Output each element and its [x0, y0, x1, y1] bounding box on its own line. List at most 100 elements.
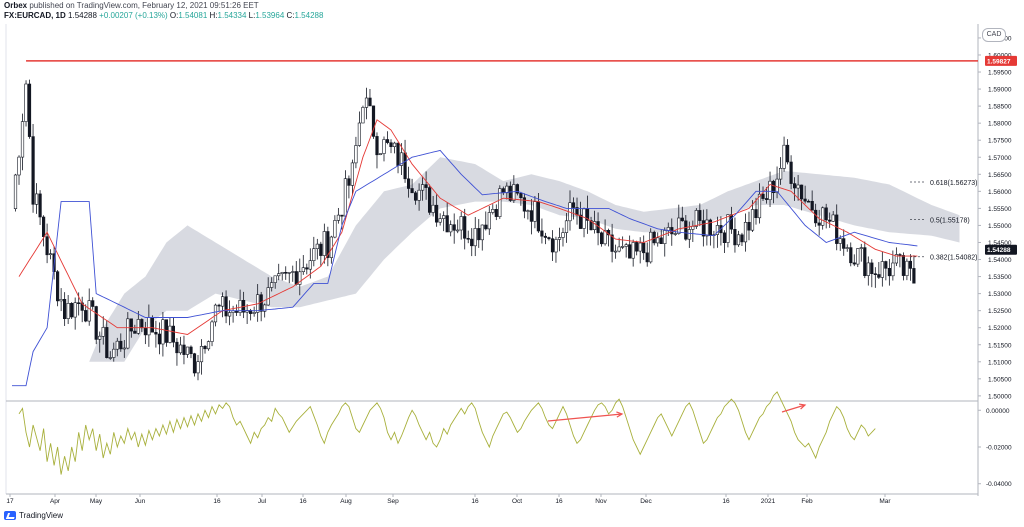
candle-body: [515, 184, 519, 194]
candle-body: [898, 254, 902, 256]
candle-body: [540, 230, 544, 237]
candle-body: [210, 321, 214, 342]
tenkan-line: [18, 119, 918, 335]
candle-body: [77, 302, 81, 305]
symbol-label[interactable]: FX:EURCAD, 1D: [4, 11, 66, 20]
candle-body: [729, 214, 733, 230]
candle-body: [59, 298, 63, 302]
osc-tick-label: -0.02000: [986, 445, 1012, 452]
candle-body: [487, 212, 491, 230]
candle-body: [828, 219, 832, 222]
ichimoku-cloud: [89, 157, 960, 362]
price-tick-label: 1.54500: [988, 240, 1012, 247]
time-tick-label: 16: [722, 498, 730, 505]
candle-body: [108, 357, 112, 359]
tradingview-logo[interactable]: TradingView: [4, 511, 63, 520]
candle-body: [456, 229, 460, 232]
candle-body: [561, 232, 565, 238]
candle-body: [908, 260, 912, 269]
open-label: O:: [169, 11, 179, 20]
candle-body: [196, 361, 200, 374]
candle-body: [112, 348, 116, 358]
candle-body: [449, 224, 453, 233]
price-tick-label: 1.54000: [988, 257, 1012, 264]
low-value: 1.53964: [255, 11, 285, 20]
candle-body: [396, 142, 400, 166]
candle-body: [350, 162, 355, 186]
candle-body: [824, 207, 828, 221]
candle-body: [803, 198, 807, 202]
candle-body: [659, 237, 663, 245]
candle-body: [635, 242, 639, 252]
candle-body: [835, 214, 839, 244]
price-tick-label: 1.51000: [988, 359, 1012, 366]
author-name[interactable]: Orbex: [4, 1, 28, 10]
candle-body: [442, 215, 446, 219]
candle-body: [631, 242, 635, 259]
open-value: 1.54081: [178, 11, 208, 20]
candle-body: [782, 144, 786, 169]
candle-body: [821, 207, 825, 226]
candle-body: [547, 237, 551, 240]
candle-body: [536, 201, 540, 232]
candle-body: [733, 229, 737, 246]
candle-body: [747, 222, 751, 231]
candle-body: [133, 330, 137, 334]
candle-body: [477, 228, 481, 241]
candle-body: [284, 271, 288, 274]
candle-body: [147, 317, 151, 336]
currency-badge[interactable]: CAD: [982, 28, 1006, 42]
candle-body: [866, 262, 870, 276]
price-tick-label: 1.53500: [988, 274, 1012, 281]
trend-arrow-1-head: [616, 411, 624, 418]
price-tick-label: 1.51500: [988, 342, 1012, 349]
candle-body: [336, 214, 341, 221]
candle-body: [480, 224, 484, 241]
candle-body: [785, 144, 790, 163]
resistance-price-badge: 1.59827: [987, 58, 1011, 65]
candle-body: [761, 193, 765, 199]
candle-body: [905, 260, 909, 277]
candle-body: [673, 233, 677, 235]
candle-body: [73, 302, 77, 318]
candle-body: [413, 192, 418, 201]
price-tick-label: 1.58500: [988, 104, 1012, 111]
candle-body: [645, 252, 649, 263]
candle-body: [810, 201, 814, 211]
candle-body: [154, 331, 158, 335]
candle-body: [326, 231, 330, 258]
candle-body: [557, 237, 562, 240]
candle-body: [221, 296, 225, 307]
oscillator-line: [18, 391, 876, 475]
candle-body: [266, 287, 270, 306]
candle-body: [589, 220, 593, 231]
candle-body: [620, 246, 625, 248]
candle-body: [740, 234, 744, 243]
candle-body: [498, 188, 502, 218]
candle-body: [505, 185, 509, 194]
time-tick-label: 16: [213, 498, 221, 505]
candle-body: [343, 178, 348, 217]
candle-body: [403, 152, 407, 180]
candle-body: [319, 243, 323, 256]
candle-body: [20, 121, 25, 158]
candle-body: [84, 310, 88, 322]
price-change: +0.00207 (+0.13%): [99, 11, 168, 20]
candle-body: [789, 161, 793, 184]
candle-body: [382, 139, 386, 154]
candle-body: [392, 142, 397, 148]
candle-body: [852, 262, 856, 265]
candle-body: [764, 198, 769, 200]
candle-body: [701, 220, 705, 237]
candle-body: [291, 271, 295, 273]
candle-body: [799, 184, 804, 200]
publish-text: published on TradingView.com, February 1…: [29, 1, 259, 10]
candle-body: [287, 271, 291, 274]
candle-body: [277, 273, 281, 277]
candle-body: [140, 319, 144, 329]
candle-body: [168, 325, 172, 343]
candle-body: [298, 271, 302, 285]
candle-body: [178, 344, 183, 354]
fib-label-1: 0.5(1.55178): [930, 217, 970, 224]
